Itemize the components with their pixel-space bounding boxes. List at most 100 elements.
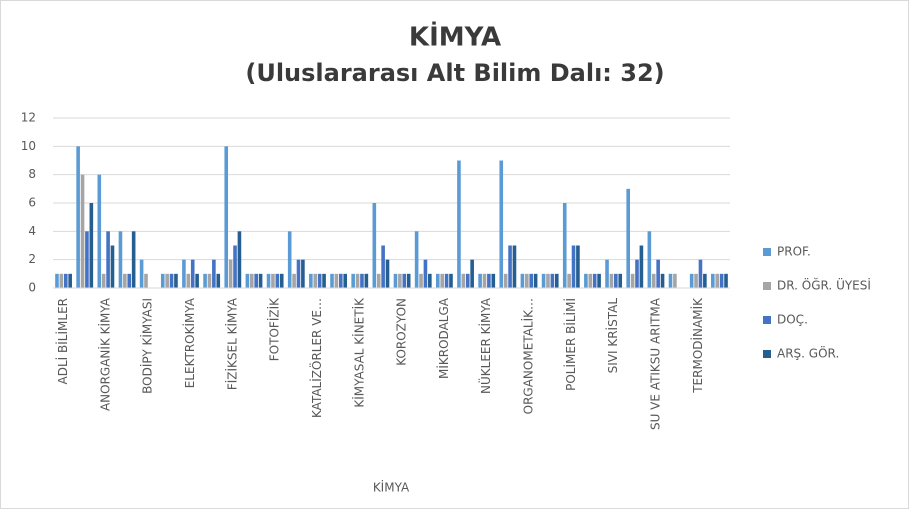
y-tick-label: 4: [28, 224, 36, 238]
bar: [630, 273, 635, 288]
bar: [309, 273, 313, 288]
bar: [618, 273, 623, 288]
bar: [313, 273, 318, 288]
chart-subtitle: (Uluslararası Alt Bilim Dalı: 32): [245, 59, 664, 87]
bar: [711, 273, 715, 288]
bar: [144, 273, 148, 288]
bar: [457, 160, 461, 288]
bar: [715, 273, 720, 288]
bar: [635, 259, 639, 288]
bar: [301, 259, 305, 288]
bar: [478, 273, 482, 288]
bar: [266, 273, 271, 288]
x-tick-label: KİMYASAL KİNETİK: [351, 297, 366, 408]
bar: [334, 273, 339, 288]
bar: [322, 273, 326, 288]
bar: [584, 273, 588, 288]
bar: [228, 259, 233, 288]
bar: [647, 231, 652, 288]
bar: [525, 273, 529, 288]
bar: [279, 273, 284, 288]
y-tick-label: 10: [21, 139, 36, 153]
bar: [139, 259, 144, 288]
x-tick-label: MİKRODALGA: [436, 297, 451, 379]
bar: [385, 259, 390, 288]
bar: [614, 273, 618, 288]
bar: [351, 273, 355, 288]
bar: [554, 273, 559, 288]
bar: [626, 188, 630, 288]
bar: [419, 273, 423, 288]
bar: [76, 146, 80, 288]
bar: [398, 273, 402, 288]
chart-title: KİMYA: [409, 21, 501, 53]
bar: [520, 273, 525, 288]
bar: [381, 245, 385, 288]
bar: [444, 273, 449, 288]
y-tick-label: 6: [28, 196, 36, 210]
bar: [609, 273, 614, 288]
bar: [237, 231, 242, 288]
bar: [355, 273, 360, 288]
bar: [339, 273, 343, 288]
bar: [656, 259, 660, 288]
x-tick-label: KATALİZÖRLER VE…: [308, 298, 324, 418]
bar: [233, 245, 237, 288]
bar: [660, 273, 665, 288]
x-tick-label: BODİPY KİMYASI: [140, 298, 155, 394]
bar: [435, 273, 440, 288]
bar: [588, 273, 593, 288]
bar: [541, 273, 546, 288]
bar: [101, 273, 106, 288]
bar: [80, 174, 85, 288]
y-tick-label: 12: [21, 111, 36, 125]
y-tick-label: 8: [28, 167, 36, 181]
bar: [698, 259, 703, 288]
bar: [85, 231, 89, 288]
bar: [59, 273, 64, 288]
bar: [512, 245, 517, 288]
x-tick-label: FİZİKSEL KİMYA: [224, 297, 239, 390]
bar: [562, 203, 567, 288]
legend-label: DOÇ.: [777, 313, 808, 327]
x-tick-label: SIVI KRİSTAL: [605, 298, 620, 374]
x-tick-label: POLİMER BİLİMİ: [563, 298, 578, 391]
bar: [106, 231, 110, 288]
bar: [195, 273, 199, 288]
bar: [68, 273, 72, 288]
bar: [567, 273, 571, 288]
bar: [131, 231, 136, 288]
bar: [89, 203, 94, 288]
legend-swatch: [763, 316, 771, 324]
bar: [406, 273, 411, 288]
bar: [317, 273, 322, 288]
bar: [673, 273, 677, 288]
bar: [258, 273, 263, 288]
bar: [182, 259, 186, 288]
bar: [216, 273, 221, 288]
bar: [254, 273, 258, 288]
bar: [224, 146, 229, 288]
bar: [364, 273, 369, 288]
bar: [529, 273, 534, 288]
x-tick-label: ANORGANİK KİMYA: [97, 297, 112, 411]
bar: [461, 273, 466, 288]
legend-swatch: [763, 350, 771, 358]
y-tick-label: 0: [28, 281, 36, 295]
bar: [296, 259, 301, 288]
bar: [651, 273, 656, 288]
bar: [169, 273, 174, 288]
bar: [592, 273, 597, 288]
bar: [165, 273, 169, 288]
x-tick-label: SU VE ATIKSU ARITMA: [648, 297, 662, 430]
bar: [249, 273, 254, 288]
bar: [212, 259, 216, 288]
x-tick-label: ELEKTROKİMYA: [182, 297, 197, 388]
bar: [719, 273, 724, 288]
bar: [376, 273, 381, 288]
bar: [550, 273, 555, 288]
bar: [203, 273, 207, 288]
bar: [97, 174, 102, 288]
bar: [292, 273, 296, 288]
